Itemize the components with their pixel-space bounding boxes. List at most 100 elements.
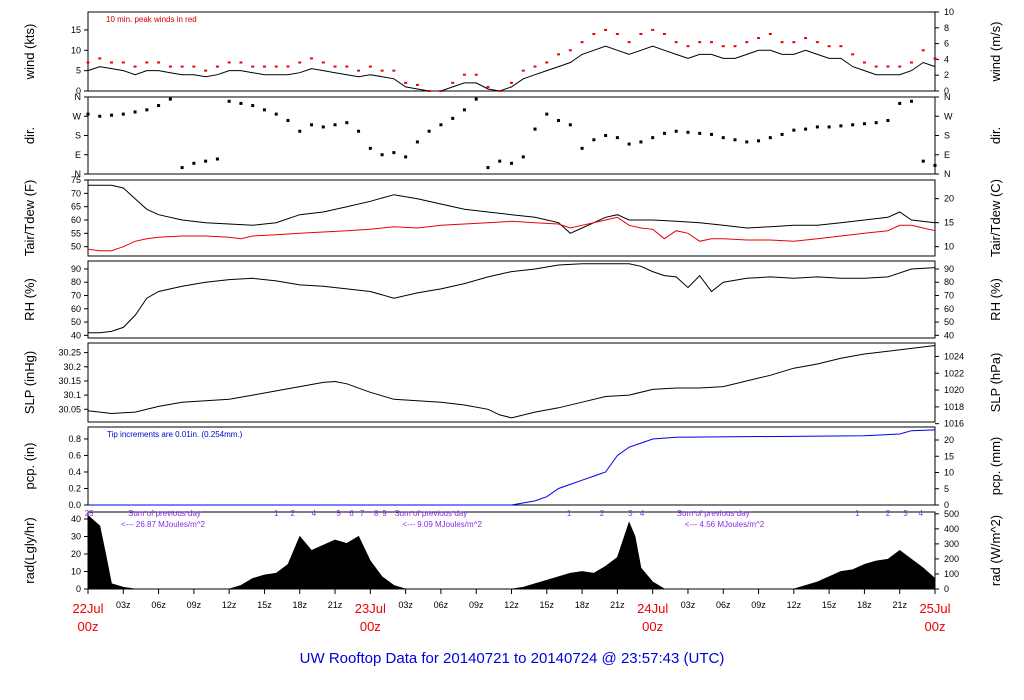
hour-marker: 8 [374, 509, 379, 518]
hour-marker: 4 [640, 509, 645, 518]
daily-sum-label: Sum of previous day [677, 509, 750, 518]
day-label-time: 00z [360, 619, 381, 634]
y-tick-label-right: 90 [944, 264, 954, 274]
series-point-peak [662, 32, 666, 35]
series-point-peak [227, 61, 231, 64]
y-tick-label-right: 10 [944, 468, 954, 478]
y-tick-label-left: 10 [71, 567, 81, 577]
series-point-dir [757, 139, 761, 143]
series-point-peak [827, 45, 831, 48]
series-point-peak [274, 65, 278, 68]
x-tick-label: 15z [257, 600, 272, 610]
y-tick-label-left: 50 [71, 317, 81, 327]
daily-sum-label: Sum of previous day [128, 509, 201, 518]
y-tick-label-left: 30.2 [63, 362, 81, 372]
day-label-time: 00z [78, 619, 99, 634]
y-tick-label-right: 1022 [944, 368, 964, 378]
series-point-dir [286, 119, 290, 123]
series-point-dir [862, 122, 866, 126]
hour-marker: 2 [886, 509, 891, 518]
y-tick-label-left: 60 [71, 215, 81, 225]
series-point-peak [204, 69, 208, 72]
series-point-dir [568, 123, 572, 127]
series-point-peak [145, 61, 149, 64]
series-point-dir [498, 159, 502, 163]
series-point-dir [192, 161, 196, 165]
series-point-peak [215, 65, 219, 68]
series-point-peak [745, 41, 749, 44]
series-point-peak [886, 65, 890, 68]
y-tick-label-right: E [944, 150, 950, 160]
series-line-slp [87, 345, 936, 419]
series-point-dir [580, 146, 584, 150]
y-tick-label-right: W [944, 111, 953, 121]
series-point-peak [533, 65, 537, 68]
series-point-peak [757, 37, 761, 40]
y-tick-label-right: 80 [944, 277, 954, 287]
x-tick-label: 12z [222, 600, 237, 610]
y-axis-title-right: SLP (hPa) [988, 353, 1003, 413]
series-point-peak [909, 61, 913, 64]
y-tick-label-right: 20 [944, 435, 954, 445]
y-tick-label-left: N [75, 92, 82, 102]
series-point-dir [462, 108, 466, 112]
x-tick-label: 18z [857, 600, 872, 610]
y-tick-label-right: 0 [944, 584, 949, 594]
series-point-peak [568, 49, 572, 52]
series-point-peak [557, 53, 561, 56]
series-point-peak [192, 65, 196, 68]
panel-frame-slp [87, 342, 936, 423]
y-tick-label-left: 80 [71, 277, 81, 287]
series-point-peak [921, 49, 925, 52]
series-point-peak [404, 81, 408, 84]
y-tick-label-left: 0.0 [68, 500, 81, 510]
series-point-dir [898, 101, 902, 105]
day-label-date: 25Jul [919, 601, 950, 616]
series-point-peak [451, 81, 455, 84]
x-tick-label: 18z [575, 600, 590, 610]
series-point-dir [215, 157, 219, 161]
series-point-dir [133, 110, 137, 114]
hour-marker: 1 [567, 509, 572, 518]
series-point-peak [721, 45, 725, 48]
series-point-dir [404, 155, 408, 159]
series-point-peak [639, 32, 643, 35]
hour-marker: 4 [919, 509, 924, 518]
y-axis-title-left: dir. [22, 127, 37, 144]
y-axis-title-left: rad(Lgly/hr) [22, 517, 37, 583]
hour-marker: 1 [855, 509, 860, 518]
y-tick-label-left: 60 [71, 304, 81, 314]
series-point-dir [357, 129, 361, 133]
y-tick-label-right: 15 [944, 451, 954, 461]
series-point-dir [274, 112, 278, 116]
x-tick-label: 06z [716, 600, 731, 610]
panel-frame-rad [87, 511, 936, 590]
series-point-peak [839, 45, 843, 48]
y-axis-title-right: wind (m/s) [988, 22, 1003, 83]
day-label-time: 00z [642, 619, 663, 634]
series-point-peak [321, 61, 325, 64]
y-tick-label-left: 30.15 [58, 376, 81, 386]
y-tick-label-left: 75 [71, 175, 81, 185]
y-tick-label-right: 4 [944, 54, 949, 64]
series-point-dir [592, 138, 596, 142]
y-tick-label-right: S [944, 131, 950, 141]
series-point-dir [145, 108, 149, 112]
series-point-peak [486, 85, 490, 88]
series-point-dir [721, 136, 725, 140]
series-point-dir [698, 131, 702, 135]
series-line-precipitation [88, 429, 936, 506]
series-point-peak [168, 65, 172, 68]
series-point-dir [709, 132, 713, 136]
day-label-time: 00z [925, 619, 946, 634]
x-tick-label: 18z [292, 600, 307, 610]
series-point-dir [615, 136, 619, 140]
series-point-dir [533, 127, 537, 131]
series-point-peak [286, 65, 290, 68]
y-axis-title-right: Tair/Tdew (C) [988, 179, 1003, 257]
y-tick-label-right: 0 [944, 500, 949, 510]
y-tick-label-right: N [944, 169, 951, 179]
y-tick-label-right: 50 [944, 317, 954, 327]
series-point-peak [686, 45, 690, 48]
